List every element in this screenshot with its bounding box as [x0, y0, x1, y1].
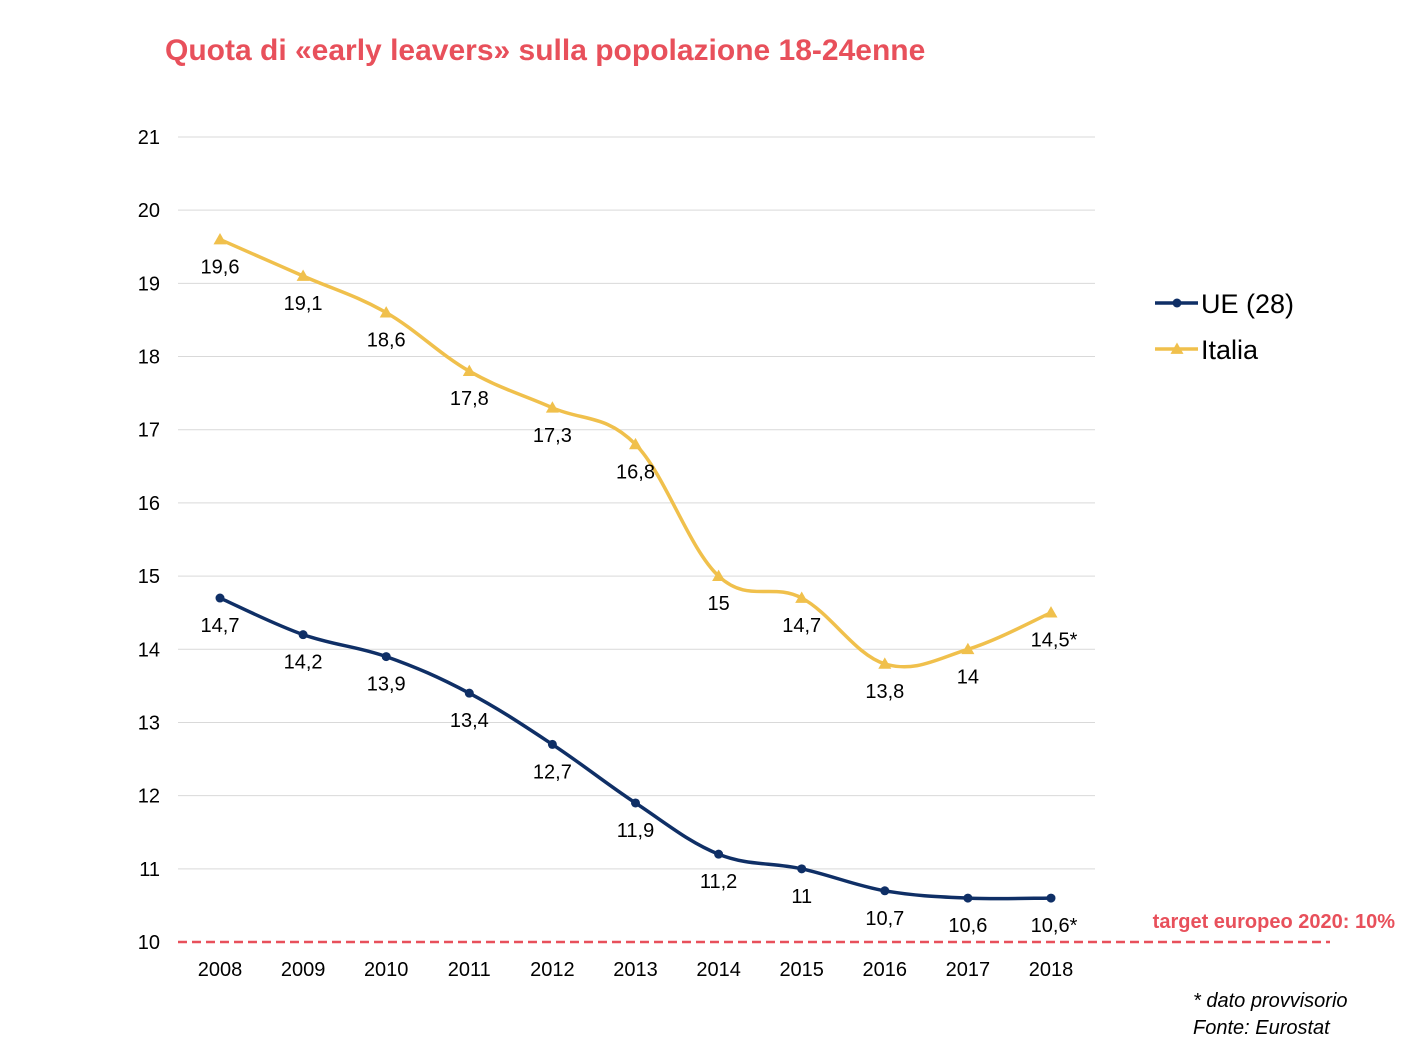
legend-label-ue: UE (28) [1201, 289, 1294, 319]
footnote-source: Fonte: Eurostat [1193, 1017, 1330, 1039]
data-label-ue: 11,9 [617, 820, 654, 842]
x-tick-label: 2013 [613, 959, 658, 981]
data-label-ue: 10,6 [948, 915, 987, 937]
data-point-italia [1044, 606, 1058, 618]
data-point-italia [795, 591, 809, 603]
data-label-italia: 13,8 [865, 681, 904, 703]
x-tick-label: 2008 [198, 959, 243, 981]
y-tick-label: 18 [138, 347, 160, 369]
x-tick-label: 2018 [1029, 959, 1074, 981]
data-point-ue [215, 593, 225, 603]
data-label-italia: 15 [707, 593, 729, 615]
y-tick-label: 21 [138, 127, 160, 149]
data-point-ue [797, 864, 807, 874]
y-tick-label: 16 [138, 493, 160, 515]
data-label-ue: 14,2 [284, 652, 323, 674]
data-point-ue [631, 798, 640, 808]
footnotes: * dato provvisorio Fonte: Eurostat [1193, 988, 1348, 1042]
data-labels: 14,7 14,2 13,9 13,4 12,7 11,9 11,2 11 10,7 10,6 10… [201, 256, 1078, 937]
series-lines [213, 232, 1058, 903]
data-point-italia [296, 269, 310, 281]
data-point-ue [547, 739, 557, 749]
data-label-italia: 14,7 [782, 615, 821, 637]
legend-item-italia: Italia [1155, 335, 1259, 365]
series-ue [215, 593, 1056, 903]
y-tick-label: 13 [138, 712, 160, 734]
y-tick-label: 19 [138, 273, 160, 295]
series-line-italia [219, 237, 1052, 669]
y-tick-label: 20 [138, 200, 160, 222]
data-label-italia: 17,3 [533, 425, 572, 447]
data-point-italia [379, 306, 393, 318]
data-label-ue: 11 [791, 886, 812, 908]
data-point-ue [381, 652, 391, 662]
data-point-italia [629, 437, 642, 450]
y-tick-label: 10 [138, 932, 160, 954]
x-tick-label: 2011 [448, 959, 491, 981]
data-point-italia [213, 232, 227, 245]
data-point-ue [880, 886, 890, 896]
series-line-ue [219, 596, 1052, 901]
data-point-ue [1046, 893, 1056, 903]
x-tick-label: 2012 [530, 959, 575, 981]
legend-item-ue: UE (28) [1155, 289, 1294, 319]
y-tick-label: 12 [138, 786, 160, 808]
data-label-italia: 17,8 [450, 388, 489, 410]
data-label-italia: 19,6 [201, 256, 240, 278]
legend-marker-ue [1172, 298, 1182, 308]
legend-marker-italia [1170, 342, 1184, 354]
y-axis-ticks: 10 11 12 13 14 15 16 17 18 19 20 21 [138, 127, 160, 954]
data-point-ue [714, 849, 724, 859]
data-label-ue: 14,7 [201, 615, 240, 637]
data-label-ue: 13,9 [367, 674, 406, 696]
data-label-ue: 13,4 [450, 710, 489, 732]
data-point-ue [298, 630, 308, 640]
x-tick-label: 2017 [946, 959, 991, 981]
target-label: target europeo 2020: 10% [1153, 911, 1396, 933]
data-label-italia: 18,6 [367, 330, 406, 352]
data-point-ue [963, 893, 973, 903]
data-label-italia: 14 [957, 666, 979, 688]
legend-label-italia: Italia [1201, 335, 1259, 365]
data-label-italia: 14,5* [1031, 630, 1078, 652]
data-point-italia [545, 401, 559, 413]
data-point-italia [878, 657, 892, 669]
series-italia [213, 232, 1058, 669]
data-label-ue: 11,2 [700, 871, 737, 893]
y-tick-label: 11 [139, 859, 160, 881]
data-point-italia [961, 642, 975, 655]
y-tick-label: 17 [138, 420, 160, 442]
data-point-italia [462, 364, 476, 377]
target-reference-line: target europeo 2020: 10% [178, 911, 1396, 944]
grid-lines [178, 136, 1095, 870]
y-tick-label: 15 [138, 566, 160, 588]
x-tick-label: 2016 [863, 959, 908, 981]
data-label-italia: 19,1 [284, 293, 323, 315]
x-tick-label: 2009 [281, 959, 326, 981]
x-tick-label: 2015 [779, 959, 824, 981]
data-point-italia [712, 569, 726, 581]
footnote-provisional: * dato provvisorio [1193, 990, 1348, 1012]
data-label-ue: 10,6* [1031, 915, 1078, 937]
x-tick-label: 2014 [696, 959, 741, 981]
data-label-ue: 12,7 [533, 761, 572, 783]
data-label-italia: 16,8 [616, 461, 655, 483]
y-tick-label: 14 [138, 639, 160, 661]
legend: UE (28) Italia [1155, 289, 1294, 365]
chart-title: Quota di «early leavers» sulla popolazio… [165, 34, 926, 67]
data-point-ue [464, 688, 474, 698]
x-tick-label: 2010 [364, 959, 409, 981]
data-label-ue: 10,7 [865, 908, 904, 930]
x-axis-ticks: 2008 2009 2010 2011 2012 2013 2014 2015 2016 2017… [198, 959, 1074, 981]
